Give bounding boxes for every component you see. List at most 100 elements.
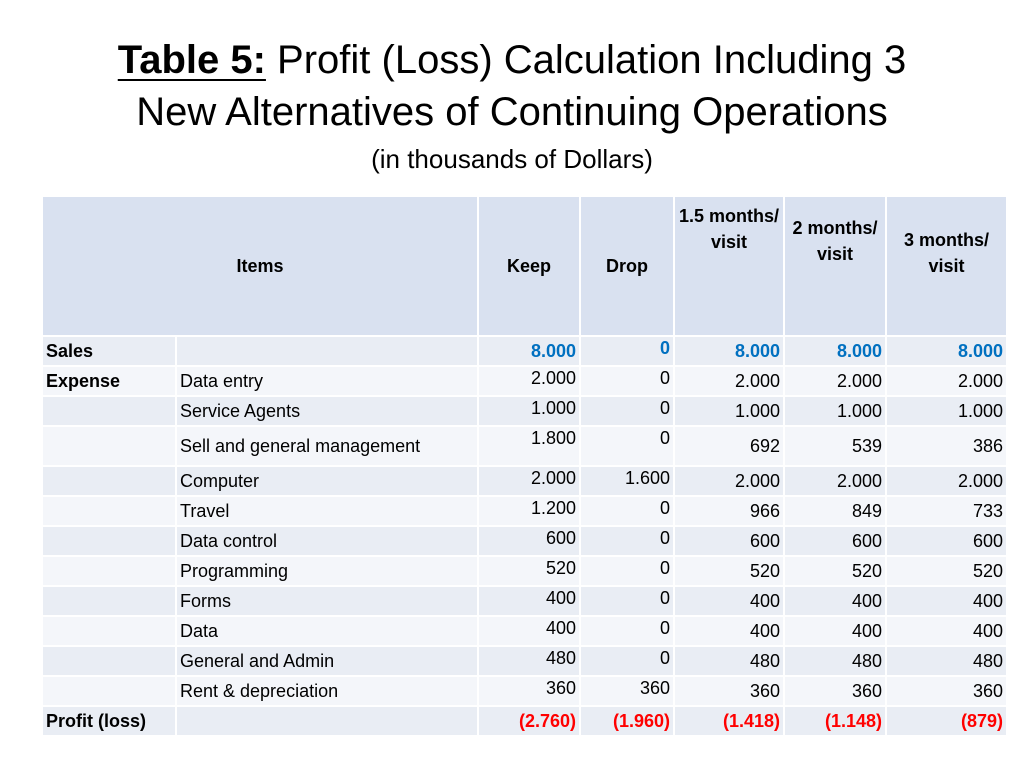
row-service-agents: Service Agents 1.000 0 1.000 1.000 1.000: [41, 395, 1008, 427]
cell-keep: 400: [477, 585, 581, 617]
cell-keep: 8.000: [477, 335, 581, 367]
row-data-entry: Expense Data entry 2.000 0 2.000 2.000 2…: [41, 365, 1008, 397]
row-label: [41, 645, 177, 677]
cell-1-5-months: 2.000: [673, 365, 785, 397]
cell-keep: 2.000: [477, 365, 581, 397]
header-2-months: 2 months/ visit: [783, 195, 887, 337]
row-profit-loss: Profit (loss) (2.760) (1.960) (1.418) (1…: [41, 705, 1008, 737]
cell-2-months: (1.148): [783, 705, 887, 737]
cell-1-5-months: 8.000: [673, 335, 785, 367]
header-1-5-months: 1.5 months/ visit: [673, 195, 785, 337]
cell-keep: 400: [477, 615, 581, 647]
cell-3-months: 8.000: [885, 335, 1008, 367]
cell-2-months: 400: [783, 585, 887, 617]
cell-2-months: 600: [783, 525, 887, 557]
cell-2-months: 520: [783, 555, 887, 587]
title-subtitle: (in thousands of Dollars): [371, 144, 653, 174]
cell-drop: 0: [579, 585, 675, 617]
row-item: Data control: [175, 525, 479, 557]
slide-title: Table 5: Profit (Loss) Calculation Inclu…: [0, 34, 1024, 176]
cell-3-months: 360: [885, 675, 1008, 707]
cell-drop: 0: [579, 525, 675, 557]
cell-3-months: 2.000: [885, 365, 1008, 397]
cell-3-months: 400: [885, 615, 1008, 647]
cell-drop: 360: [579, 675, 675, 707]
row-label: [41, 615, 177, 647]
cell-1-5-months: 2.000: [673, 465, 785, 497]
cell-drop: 0: [579, 555, 675, 587]
cell-3-months: 480: [885, 645, 1008, 677]
row-computer: Computer 2.000 1.600 2.000 2.000 2.000: [41, 465, 1008, 497]
row-label: Sales: [41, 335, 177, 367]
row-label: [41, 395, 177, 427]
cell-3-months: 520: [885, 555, 1008, 587]
row-label: [41, 525, 177, 557]
cell-1-5-months: 600: [673, 525, 785, 557]
row-label: [41, 555, 177, 587]
cell-1-5-months: 360: [673, 675, 785, 707]
cell-drop: (1.960): [579, 705, 675, 737]
row-label: Expense: [41, 365, 177, 397]
cell-2-months: 2.000: [783, 465, 887, 497]
cell-1-5-months: 400: [673, 615, 785, 647]
cell-keep: 1.200: [477, 495, 581, 527]
cell-2-months: 539: [783, 425, 887, 467]
cell-2-months: 1.000: [783, 395, 887, 427]
row-item: Service Agents: [175, 395, 479, 427]
header-items: Items: [41, 195, 479, 337]
cell-keep: (2.760): [477, 705, 581, 737]
profit-loss-table: Items Keep Drop 1.5 months/ visit 2 mont…: [41, 195, 1008, 737]
row-label: [41, 425, 177, 467]
cell-2-months: 2.000: [783, 365, 887, 397]
title-line-2: New Alternatives of Continuing Operation…: [136, 90, 888, 134]
row-item: General and Admin: [175, 645, 479, 677]
cell-drop: 0: [579, 425, 675, 467]
cell-3-months: 600: [885, 525, 1008, 557]
cell-drop: 1.600: [579, 465, 675, 497]
cell-1-5-months: 692: [673, 425, 785, 467]
cell-drop: 0: [579, 615, 675, 647]
row-label: [41, 495, 177, 527]
row-item: Rent & depreciation: [175, 675, 479, 707]
cell-3-months: 2.000: [885, 465, 1008, 497]
row-label: Profit (loss): [41, 705, 177, 737]
cell-2-months: 400: [783, 615, 887, 647]
cell-drop: 0: [579, 495, 675, 527]
row-item: Forms: [175, 585, 479, 617]
cell-keep: 1.800: [477, 425, 581, 467]
row-data: Data 400 0 400 400 400: [41, 615, 1008, 647]
cell-1-5-months: 520: [673, 555, 785, 587]
cell-drop: 0: [579, 645, 675, 677]
cell-keep: 520: [477, 555, 581, 587]
cell-3-months: 400: [885, 585, 1008, 617]
row-label: [41, 465, 177, 497]
cell-2-months: 360: [783, 675, 887, 707]
row-item: Computer: [175, 465, 479, 497]
cell-2-months: 480: [783, 645, 887, 677]
cell-keep: 2.000: [477, 465, 581, 497]
cell-keep: 600: [477, 525, 581, 557]
row-rent-depreciation: Rent & depreciation 360 360 360 360 360: [41, 675, 1008, 707]
cell-3-months: 733: [885, 495, 1008, 527]
title-line-1: Table 5: Profit (Loss) Calculation Inclu…: [0, 34, 1024, 86]
cell-1-5-months: 480: [673, 645, 785, 677]
header-keep: Keep: [477, 195, 581, 337]
row-item: Data: [175, 615, 479, 647]
row-label: [41, 585, 177, 617]
cell-1-5-months: 966: [673, 495, 785, 527]
cell-1-5-months: (1.418): [673, 705, 785, 737]
cell-2-months: 8.000: [783, 335, 887, 367]
row-travel: Travel 1.200 0 966 849 733: [41, 495, 1008, 527]
row-sell-general-management: Sell and general management 1.800 0 692 …: [41, 425, 1008, 467]
cell-drop: 0: [579, 335, 675, 367]
cell-3-months: (879): [885, 705, 1008, 737]
row-item: [175, 335, 479, 367]
row-item: Sell and general management: [175, 425, 479, 467]
cell-keep: 480: [477, 645, 581, 677]
header-3-months: 3 months/ visit: [885, 195, 1008, 337]
cell-1-5-months: 400: [673, 585, 785, 617]
table-header-row: Items Keep Drop 1.5 months/ visit 2 mont…: [41, 195, 1008, 337]
row-data-control: Data control 600 0 600 600 600: [41, 525, 1008, 557]
row-sales: Sales 8.000 0 8.000 8.000 8.000: [41, 335, 1008, 367]
row-programming: Programming 520 0 520 520 520: [41, 555, 1008, 587]
